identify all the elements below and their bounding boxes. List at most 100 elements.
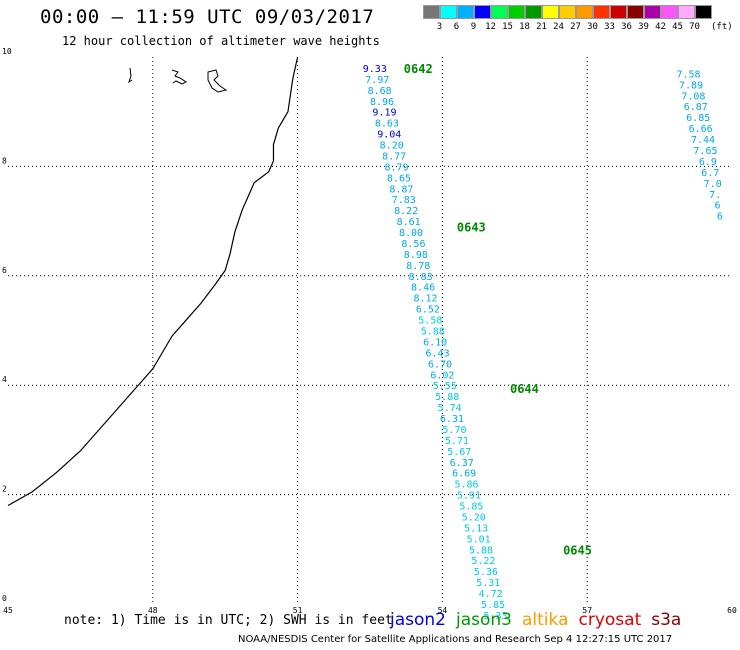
colorbar-label: 39 [638, 22, 649, 32]
colorbar-label: 33 [604, 22, 615, 32]
colorbar-swatch [695, 5, 712, 19]
track-value: 8.79 [384, 162, 408, 173]
legend-satellite-altika: altika [522, 610, 569, 630]
coastline [7, 56, 299, 507]
legend-satellite-jason2: jason2 [390, 610, 446, 630]
colorbar-swatch [542, 5, 559, 19]
track-value: 6.31 [440, 414, 464, 425]
y-tick-label: 2 [2, 485, 7, 494]
colorbar-label: 70 [689, 22, 700, 32]
track-value: 8.77 [382, 151, 406, 162]
colorbar-label: 6 [453, 22, 460, 32]
track-value: 6.9 [699, 157, 717, 168]
track-value: 7.65 [693, 146, 717, 157]
track-value: 8.78 [406, 261, 430, 272]
colorbar-swatch [440, 5, 457, 19]
track-value: 5.88 [421, 327, 445, 338]
track-value: 8.63 [375, 119, 399, 130]
y-tick-label: 10 [2, 47, 12, 56]
colorbar-label: 12 [485, 22, 496, 32]
track-value: 5.31 [476, 578, 500, 589]
colorbar-swatch [610, 5, 627, 19]
track-value: 8.20 [380, 141, 404, 152]
track-value: 8.22 [394, 206, 418, 217]
track-value: 5.33 [483, 611, 507, 622]
track-value: 5.58 [418, 316, 442, 327]
track-value: 8.83 [409, 272, 433, 283]
track-time-label: 0643 [457, 221, 486, 235]
track-value: 6 [715, 201, 721, 212]
track-value: 7.0 [704, 179, 722, 190]
track-value: 6 [717, 212, 723, 223]
colorbar [423, 5, 712, 21]
x-tick-label: 45 [3, 606, 13, 615]
y-tick-label: 4 [2, 375, 7, 384]
track-value: 9.19 [372, 108, 396, 119]
track-value: 5.74 [438, 403, 462, 414]
track-value: 5.13 [464, 523, 488, 534]
colorbar-swatch [491, 5, 508, 19]
x-tick-label: 57 [582, 606, 592, 615]
legend-note: note: 1) Time is in UTC; 2) SWH is in fe… [64, 613, 393, 628]
track-time-label: 0645 [563, 543, 592, 557]
chart-subtitle: 12 hour collection of altimeter wave hei… [62, 34, 380, 48]
track-value: 8.87 [389, 184, 413, 195]
track-value: 6.02 [430, 370, 454, 381]
island-shape [207, 69, 228, 93]
track-value: 9.33 [363, 64, 387, 75]
satellite-legend: jason2 jason3 altika cryosat s3a [390, 610, 691, 630]
footer-credit: NOAA/NESDIS Center for Satellite Applica… [238, 634, 673, 645]
y-tick-label: 6 [2, 266, 7, 275]
colorbar-label: 42 [655, 22, 666, 32]
track-value: 6.87 [684, 102, 708, 113]
colorbar-label: 21 [536, 22, 547, 32]
track-value: 7.83 [392, 195, 416, 206]
legend-satellite-s3a: s3a [651, 610, 682, 630]
y-tick-label: 0 [2, 594, 7, 603]
x-tick-label: 51 [293, 606, 303, 615]
track-value: 7. [709, 190, 721, 201]
track-value: 8.56 [401, 239, 425, 250]
track-value: 5.88 [435, 392, 459, 403]
colorbar-label: 18 [519, 22, 530, 32]
track-value: 8.61 [397, 217, 421, 228]
track-value: 5.70 [442, 425, 466, 436]
track-value: 6.43 [426, 348, 450, 359]
track-value: 6.37 [450, 458, 474, 469]
track-value: 8.00 [399, 228, 423, 239]
track-time-label: 0644 [510, 382, 539, 396]
colorbar-label: 27 [570, 22, 581, 32]
track-value: 8.68 [368, 86, 392, 97]
track-value: 5.91 [457, 491, 481, 502]
track-value: 5.36 [474, 567, 498, 578]
track-value: 5.55 [433, 381, 457, 392]
colorbar-label: 15 [502, 22, 513, 32]
track-value: 5.67 [447, 447, 471, 458]
island-shape [171, 69, 187, 85]
track-value: 5.71 [445, 436, 469, 447]
track-value: 7.58 [677, 69, 701, 80]
track-value: 5.22 [471, 556, 495, 567]
colorbar-label: 45 [672, 22, 683, 32]
legend-satellite-jason3: jason3 [456, 610, 512, 630]
track-value: 5.85 [459, 502, 483, 513]
x-tick-label: 48 [148, 606, 158, 615]
track-value: 6.69 [452, 469, 476, 480]
track-value: 5.85 [481, 600, 505, 611]
colorbar-swatch [661, 5, 678, 19]
track-value: 5.01 [467, 534, 491, 545]
legend-satellite-cryosat: cryosat [578, 610, 642, 630]
y-tick-label: 8 [2, 156, 7, 165]
track-value: 4.72 [479, 589, 503, 600]
track-value: 8.46 [411, 283, 435, 294]
track-value: 6.10 [423, 337, 447, 348]
colorbar-label: 3 [436, 22, 443, 32]
track-value: 7.97 [365, 75, 389, 86]
colorbar-swatch [627, 5, 644, 19]
colorbar-swatch [423, 5, 440, 19]
track-value: 6.52 [416, 305, 440, 316]
colorbar-swatch [644, 5, 661, 19]
track-value: 7.89 [679, 80, 703, 91]
colorbar-swatch [525, 5, 542, 19]
